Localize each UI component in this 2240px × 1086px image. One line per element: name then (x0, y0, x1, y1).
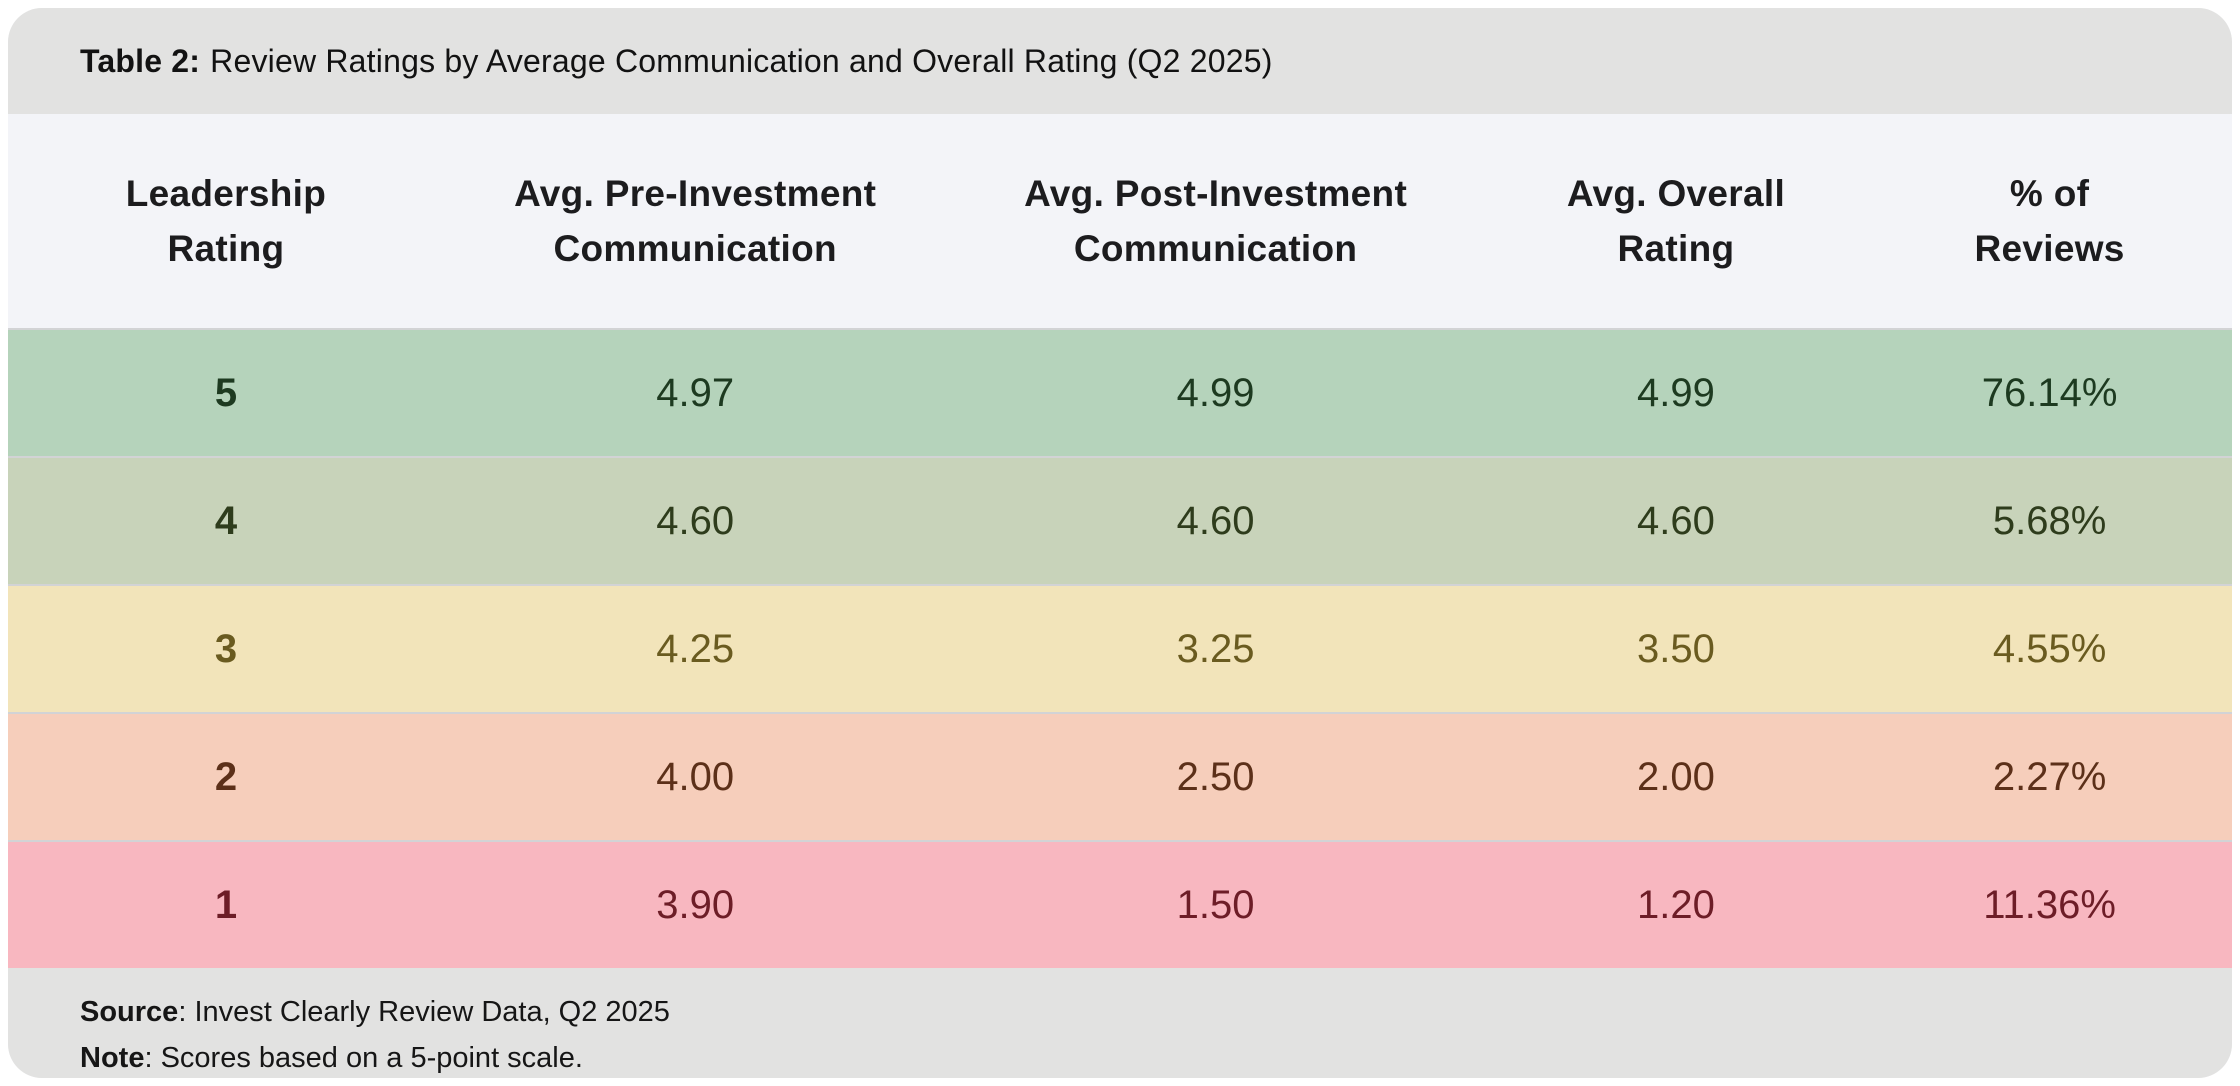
cell-overall-rating: 4.60 (1637, 498, 1715, 543)
cell-pct-of-reviews: 4.55% (1992, 626, 2107, 671)
header-line: % of (2009, 172, 2090, 214)
cell-leadership-rating: 2 (214, 754, 238, 799)
cell-leadership-rating: 4 (214, 498, 238, 543)
cell-pre-investment-communication: 4.60 (656, 498, 735, 543)
header-line: Rating (167, 228, 285, 269)
table-figure-card: Table 2: Review Ratings by Average Commu… (8, 8, 2232, 1078)
header-line: Avg. Post-Investment (1024, 172, 1408, 214)
cell-leadership-rating: 3 (214, 626, 238, 671)
cell-pct-of-reviews: 11.36% (1983, 882, 2116, 927)
cell-leadership-rating: 1 (214, 882, 238, 927)
cell-leadership-rating: 5 (214, 370, 238, 415)
cell-pct-of-reviews: 76.14% (1981, 370, 2118, 415)
cell-post-investment-communication: 4.60 (1176, 498, 1255, 543)
header-line: Communication (553, 228, 837, 269)
table-header-row: Leadership Rating Avg. Pre-Investment Co… (8, 114, 2232, 328)
source-text: : Invest Clearly Review Data, Q2 2025 (178, 996, 670, 1028)
cell-pre-investment-communication: 4.00 (656, 754, 735, 799)
header-leadership-rating: Leadership Rating (8, 166, 444, 277)
note-label: Note (80, 1041, 145, 1074)
table-row-rating-4: 4 4.60 4.60 4.60 5.68% (8, 456, 2232, 584)
header-line: Reviews (1974, 228, 2125, 269)
table-title-text: Review Ratings by Average Communication … (210, 42, 1273, 79)
cell-post-investment-communication: 3.25 (1176, 626, 1255, 671)
table-row-rating-1: 1 3.90 1.50 1.20 11.36% (8, 840, 2232, 968)
table-row-rating-5: 5 4.97 4.99 4.99 76.14% (8, 328, 2232, 456)
header-pre-investment-communication: Avg. Pre-Investment Communication (444, 166, 947, 277)
header-line: Leadership (125, 172, 327, 214)
note-line: Note: Scores based on a 5-point scale. (80, 1036, 2232, 1078)
source-label: Source (80, 996, 179, 1028)
header-line: Avg. Pre-Investment (514, 172, 877, 214)
header-overall-rating: Avg. Overall Rating (1485, 166, 1868, 277)
cell-post-investment-communication: 2.50 (1176, 754, 1255, 799)
table-row-rating-2: 2 4.00 2.50 2.00 2.27% (8, 712, 2232, 840)
cell-overall-rating: 4.99 (1637, 370, 1715, 415)
cell-pct-of-reviews: 2.27% (1992, 754, 2107, 799)
cell-pct-of-reviews: 5.68% (1992, 498, 2107, 543)
cell-overall-rating: 3.50 (1637, 626, 1715, 671)
table-title-bar: Table 2: Review Ratings by Average Commu… (8, 8, 2232, 114)
cell-pre-investment-communication: 3.90 (656, 882, 735, 927)
header-pct-of-reviews: % of Reviews (1867, 166, 2232, 277)
cell-post-investment-communication: 4.99 (1176, 370, 1255, 415)
cell-overall-rating: 2.00 (1637, 754, 1715, 799)
note-text: : Scores based on a 5-point scale. (144, 1041, 583, 1074)
header-post-investment-communication: Avg. Post-Investment Communication (947, 166, 1485, 277)
header-line: Communication (1073, 228, 1358, 269)
cell-pre-investment-communication: 4.97 (656, 370, 735, 415)
cell-overall-rating: 1.20 (1637, 882, 1715, 927)
source-line: Source: Invest Clearly Review Data, Q2 2… (80, 990, 2232, 1036)
cell-pre-investment-communication: 4.25 (656, 626, 735, 671)
cell-post-investment-communication: 1.50 (1176, 882, 1255, 927)
header-line: Avg. Overall (1566, 172, 1786, 214)
table-footer: Source: Invest Clearly Review Data, Q2 2… (8, 968, 2232, 1078)
header-line: Rating (1617, 228, 1735, 269)
table-title-label: Table 2: (80, 42, 201, 79)
table-row-rating-3: 3 4.25 3.25 3.50 4.55% (8, 584, 2232, 712)
